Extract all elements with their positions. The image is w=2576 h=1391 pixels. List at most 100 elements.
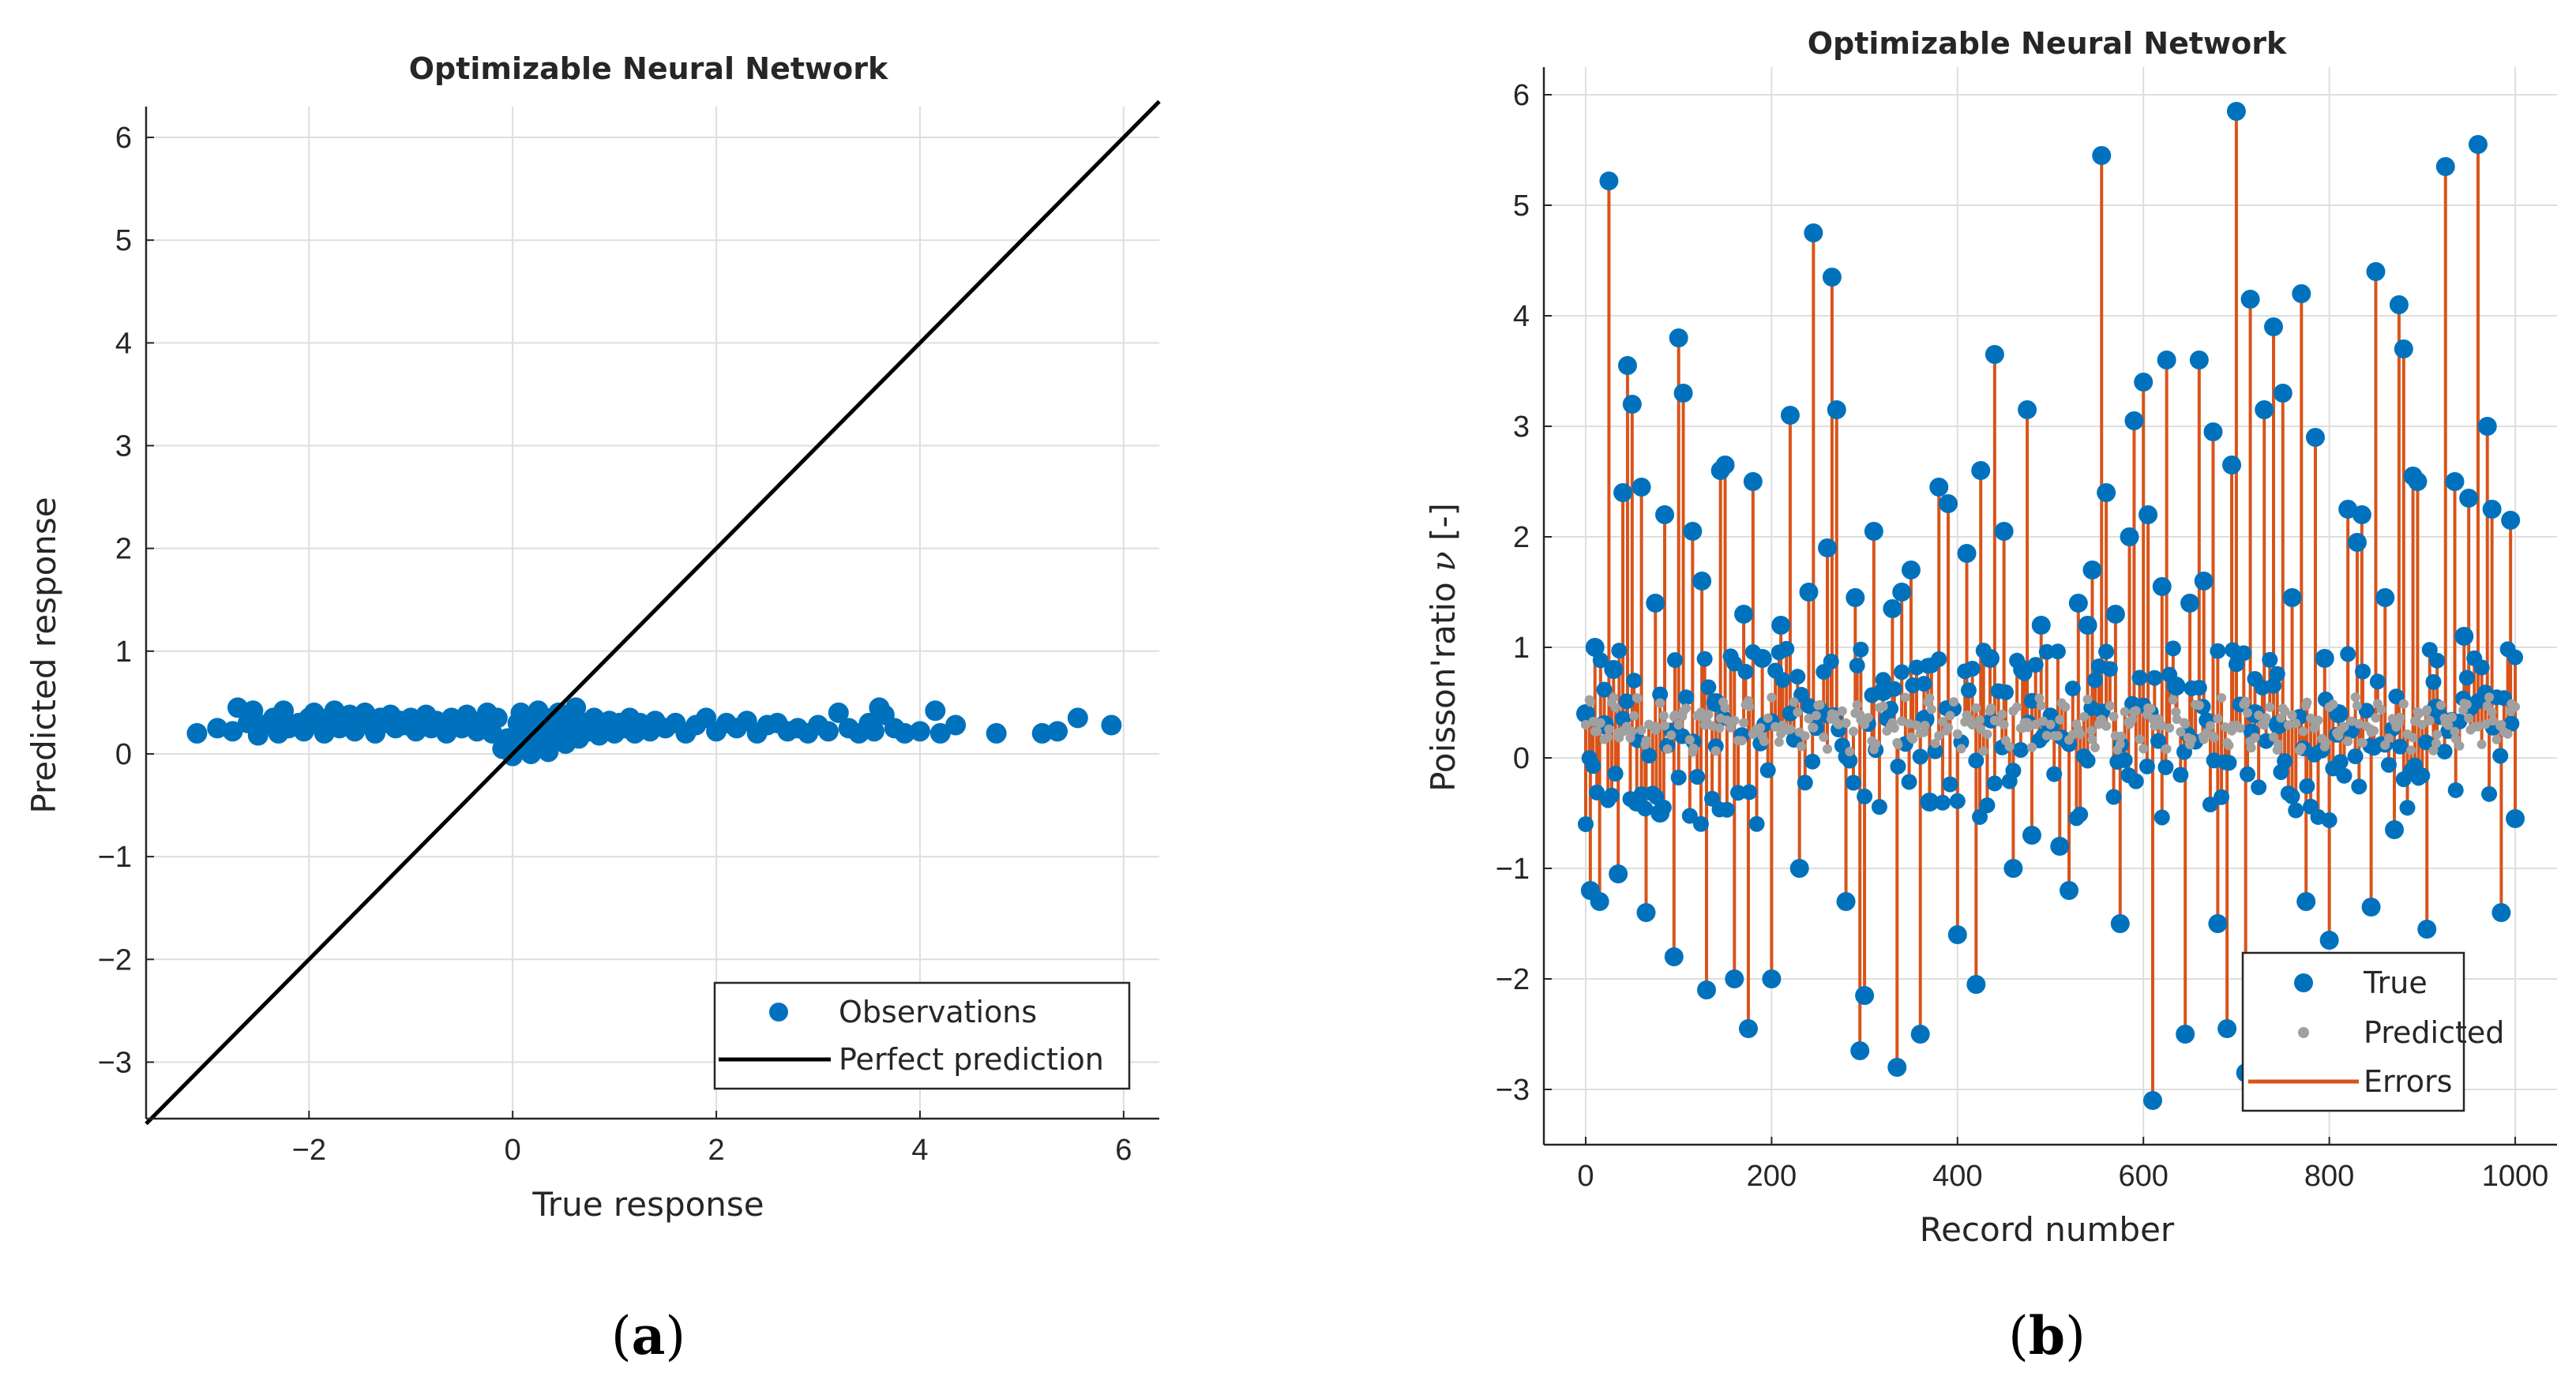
x-tick-label: 0 [1577,1160,1594,1193]
true-point [1979,797,1996,814]
true-point [2492,903,2511,922]
true-point [2013,660,2033,679]
predicted-point [2194,700,2204,710]
predicted-point [2105,701,2115,711]
predicted-point [2078,711,2089,722]
observation-point [986,722,1007,744]
true-point [2351,778,2368,795]
true-point [2079,752,2096,769]
chart-a-xlabel: True response [531,1185,764,1224]
y-tick-label: 4 [1513,300,1530,333]
true-point [1883,599,1902,618]
predicted-point [2034,693,2045,703]
predicted-point [2115,739,2125,749]
chart-b-line: Optimizable Neural Network 0 200 400 600 800… [1424,26,2557,1367]
true-point [1901,561,1921,579]
predicted-point [2052,731,2063,741]
true-point [2139,505,2158,524]
true-point [1696,651,1713,667]
true-point [1797,774,1813,791]
true-point [1934,794,1951,811]
true-point [2064,681,2081,697]
predicted-point [2004,741,2015,752]
chart-a-ticks: −2 0 2 4 6 −3 −2 −1 0 1 2 3 4 5 6 [98,122,1132,1167]
true-point [1678,689,1695,706]
true-point [2050,837,2070,856]
predicted-point [2143,703,2154,714]
y-tick-label: 3 [115,430,132,463]
true-point [1986,775,2003,792]
true-point [2394,339,2413,358]
true-point [1804,223,1823,242]
true-point [2429,652,2446,669]
predicted-point [1701,716,1711,726]
true-point [1957,544,1977,563]
y-tick-label: 4 [115,327,132,360]
true-point [1670,769,1687,785]
predicted-point [1604,724,1614,734]
observation-point [486,707,508,729]
predicted-point [1920,721,1930,731]
predicted-point [2394,718,2404,728]
true-point [1696,980,1716,999]
true-point [1646,594,1665,613]
predicted-point [2147,714,2157,724]
true-point [2110,914,2130,933]
x-tick-label: −2 [292,1134,326,1167]
predicted-point [1975,714,1985,725]
predicted-point [2346,716,2356,726]
true-point [2336,767,2353,784]
chart-b-ylabel: Poisson'ratio ν [-] [1424,503,1463,792]
true-point [2191,680,2207,696]
chart-a-perfect-line [145,99,1161,1126]
true-point [2273,384,2292,403]
true-point [1849,658,1865,674]
observation-point [565,697,587,718]
predicted-point [2135,734,2145,744]
true-point [2068,594,2088,613]
predicted-point [2254,710,2264,721]
predicted-point [2268,732,2278,742]
true-point [2435,157,2455,176]
predicted-point [2432,729,2443,740]
observation-point [1047,721,1068,742]
true-point [1949,793,1966,809]
true-point [2501,511,2521,530]
true-point [2507,649,2524,666]
predicted-point [2129,707,2139,717]
predicted-point [1609,692,1619,703]
observation-point [186,722,208,744]
true-point [2425,673,2442,690]
predicted-point [1789,697,1799,707]
predicted-point [2097,714,2107,725]
y-tick-label: −2 [1496,963,1530,996]
true-point [2284,788,2300,804]
true-point [1966,975,1986,994]
predicted-point [1776,729,1786,739]
predicted-point [1720,703,1730,713]
true-point [1652,686,1669,703]
predicted-point [2503,729,2513,739]
predicted-point [1949,697,1959,707]
predicted-point [1594,718,1605,729]
predicted-point [2356,737,2367,748]
predicted-point [2222,737,2232,748]
legend-observations-label: Observations [839,995,1037,1029]
chart-a-grid [146,107,1159,1119]
true-point [1585,638,1605,657]
predicted-point [2339,722,2349,732]
predicted-point [1860,719,1870,729]
chart-a-axes [145,107,1159,1120]
predicted-point [1845,747,1855,757]
predicted-point [2261,713,2271,723]
true-point [2269,666,2285,682]
true-point [2105,605,2125,624]
true-point [2038,643,2055,660]
predicted-point [2110,730,2120,740]
predicted-point [1900,692,1910,703]
true-point [2221,755,2237,771]
predicted-point [2450,726,2460,737]
predicted-point [2199,734,2209,744]
predicted-point [2413,707,2423,717]
predicted-point [2440,718,2450,728]
